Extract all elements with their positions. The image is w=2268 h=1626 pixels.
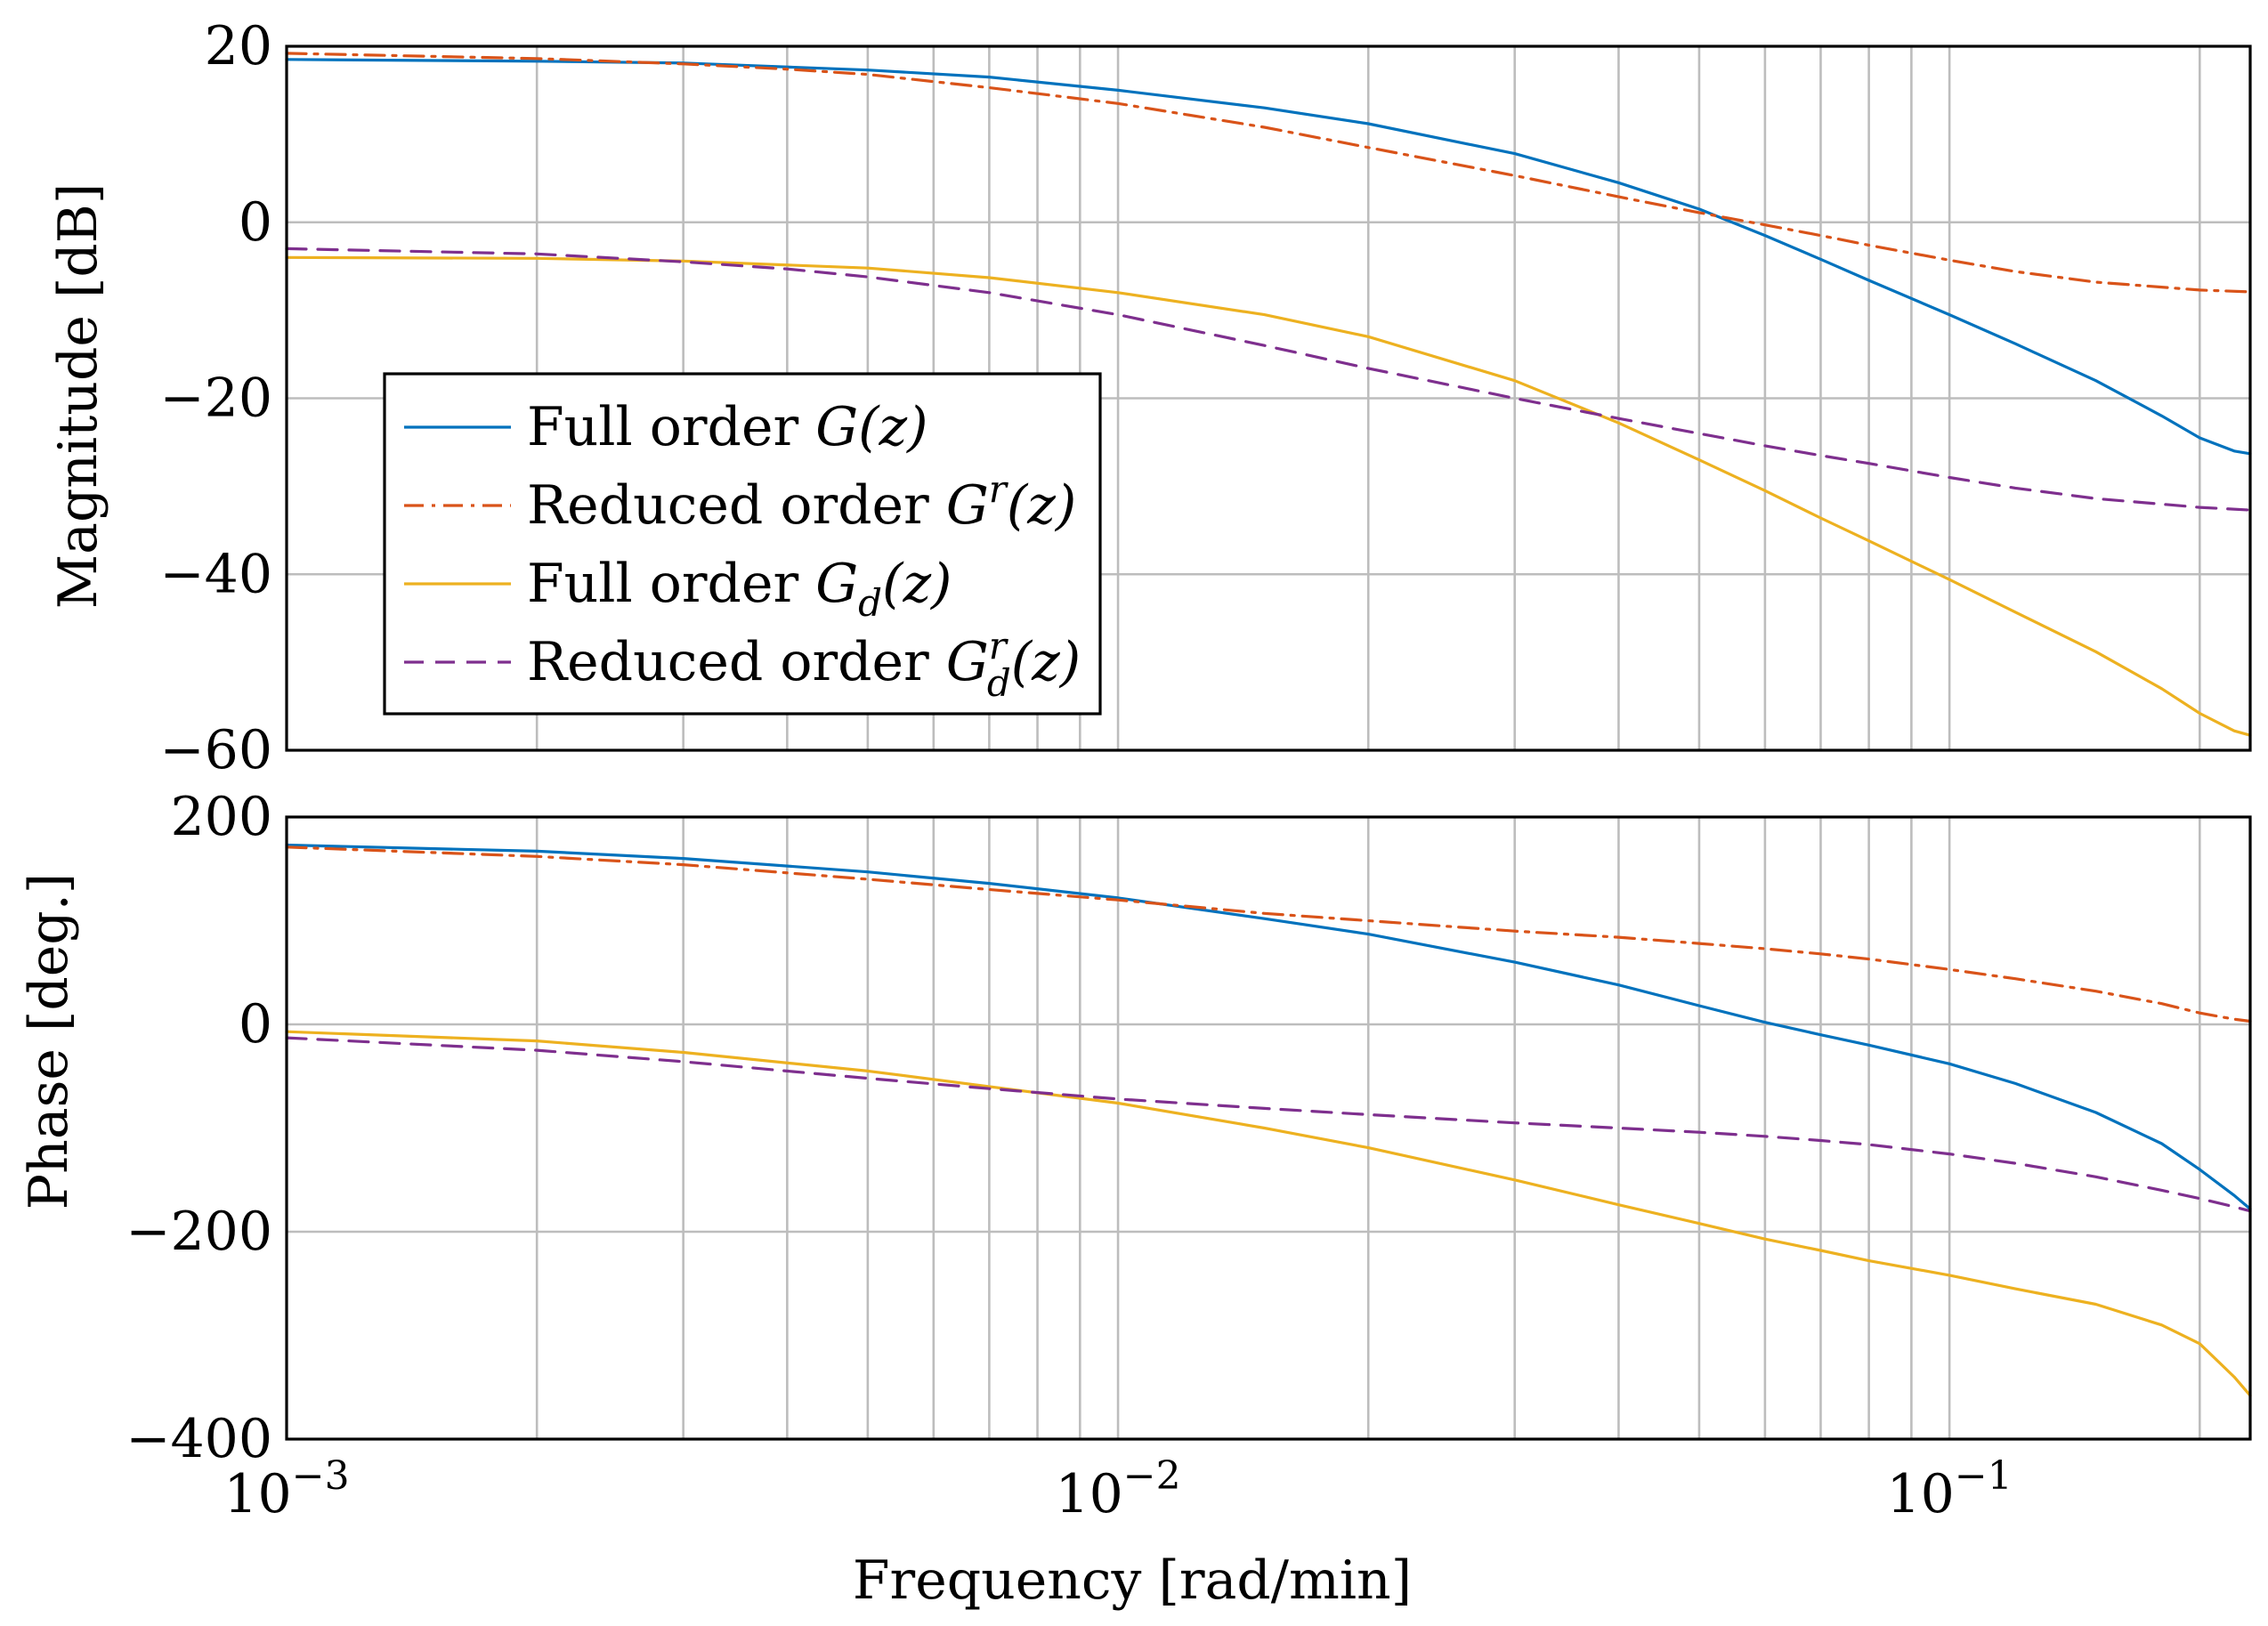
magnitude-panel: 20 0 −20 −40 −60 <box>159 15 2252 781</box>
magnitude-y-tick-label: 0 <box>239 191 272 254</box>
phase-y-tick-label: 0 <box>239 993 272 1056</box>
magnitude-y-tick-label: 20 <box>205 15 272 77</box>
phase-series-reduced-g <box>285 845 2252 1023</box>
phase-frame <box>285 815 2252 1441</box>
legend-label-reduced-g: Reduced order Gr(z) <box>527 467 1076 537</box>
y-axis-label-phase: Phase [deg.] <box>18 873 80 1209</box>
y-axis-label-magnitude: Magnitude [dB] <box>47 183 109 610</box>
phase-y-tick-label: 200 <box>170 786 272 848</box>
phase-y-tick-label: −200 <box>126 1201 272 1263</box>
legend-label-full-g: Full order G(z) <box>527 396 928 458</box>
legend-label-reduced-gd: Reduced order Gr d(z) <box>527 624 1081 705</box>
magnitude-series-full-gd <box>285 255 2252 737</box>
magnitude-y-tick-label: −40 <box>159 543 272 605</box>
x-axis-label: Frequency [rad/min] <box>853 1549 1412 1612</box>
legend-box <box>383 372 1102 716</box>
x-tick-label: 10−2 <box>1055 1453 1180 1525</box>
legend: Full order G(z) Reduced order Gr(z) Full o… <box>383 372 1102 716</box>
legend-label-full-gd: Full order Gd(z) <box>527 553 952 625</box>
phase-y-tick-label: −400 <box>126 1408 272 1470</box>
magnitude-y-tick-label: −60 <box>159 719 272 781</box>
phase-series-full-g <box>285 843 2252 1210</box>
x-tick-label: 10−3 <box>223 1453 349 1525</box>
x-tick-label: 10−1 <box>1887 1453 2013 1525</box>
magnitude-frame <box>285 44 2252 752</box>
magnitude-series-full-g <box>285 58 2252 456</box>
magnitude-series-reduced-gd <box>285 247 2252 512</box>
phase-series-reduced-gd <box>285 1036 2252 1213</box>
magnitude-y-tick-label: −20 <box>159 368 272 430</box>
magnitude-series-reduced-g <box>285 52 2252 294</box>
phase-series-full-gd <box>285 1030 2252 1397</box>
